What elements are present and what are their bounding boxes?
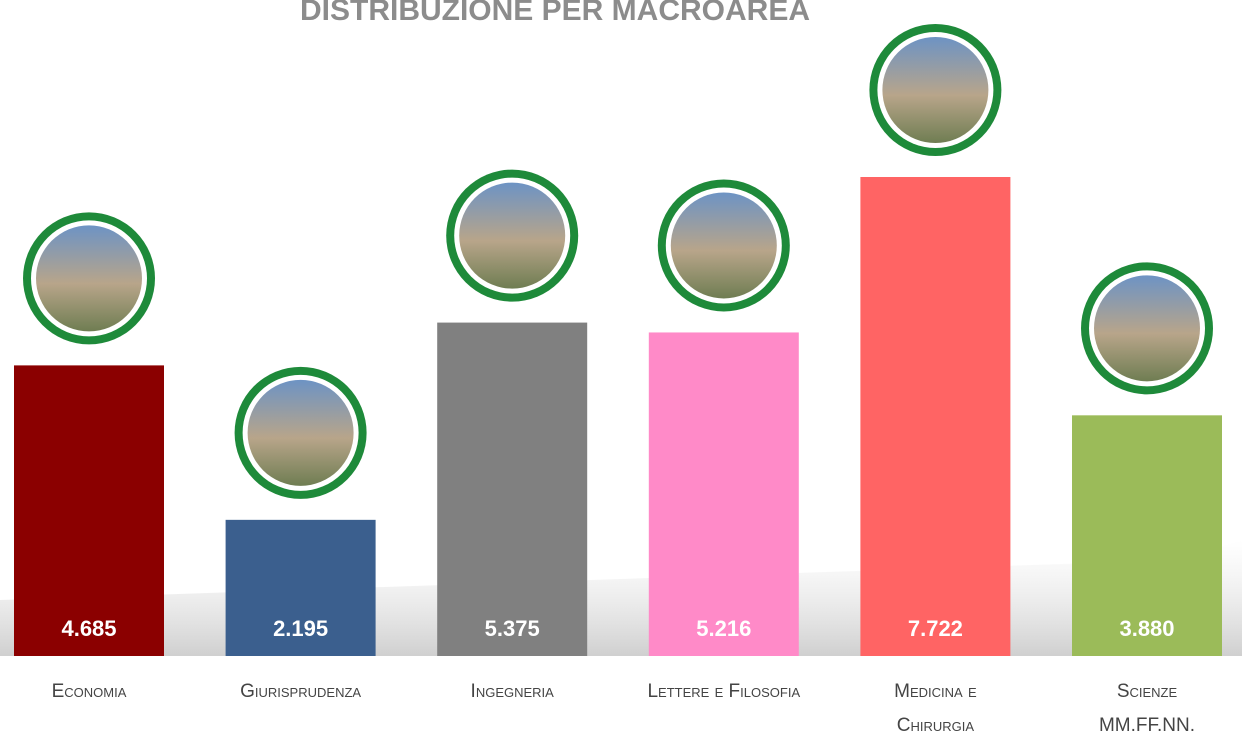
bar — [225, 519, 376, 656]
x-tick-label: Lettere e Filosofia — [647, 681, 800, 702]
value-label: 7.722 — [908, 616, 963, 641]
value-label: 3.880 — [1119, 616, 1174, 641]
bar — [437, 322, 588, 656]
x-tick-label: Economia — [52, 681, 127, 702]
bar — [1072, 415, 1222, 656]
x-tick-label: MM.FF.NN. — [1099, 715, 1195, 735]
photo — [459, 182, 566, 289]
x-tick-label: Scienze — [1117, 681, 1178, 702]
value-label: 5.375 — [485, 616, 540, 641]
value-label: 2.195 — [273, 616, 328, 641]
bar — [14, 365, 164, 656]
x-tick-label: Ingegneria — [471, 681, 555, 702]
x-tick-label: Chirurgia — [897, 715, 975, 735]
photo — [882, 37, 989, 144]
photo — [36, 225, 142, 332]
bar — [860, 177, 1011, 656]
value-label: 5.216 — [696, 616, 751, 641]
photo — [1094, 275, 1200, 382]
floor-shadow — [0, 540, 1242, 656]
bar — [648, 332, 799, 656]
value-label: 4.685 — [61, 616, 116, 641]
photo — [247, 379, 354, 486]
photo — [670, 192, 777, 299]
x-tick-label: Giurisprudenza — [240, 681, 361, 702]
chart-title: DISTRIBUZIONE PER MACROAREA — [300, 0, 810, 27]
x-tick-label: Medicina e — [894, 681, 977, 702]
